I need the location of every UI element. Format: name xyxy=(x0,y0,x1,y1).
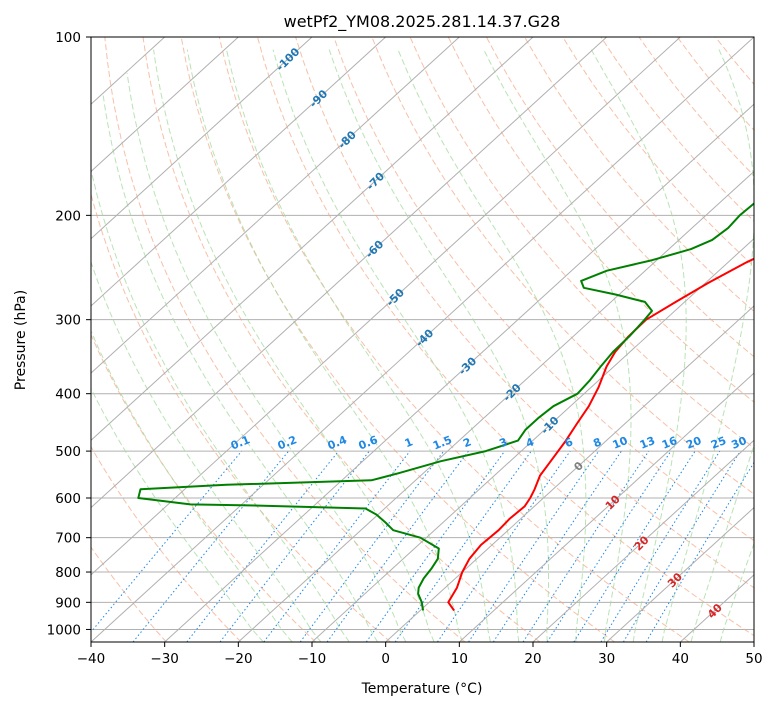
isotherm-line xyxy=(311,237,754,642)
mixing-ratio-label: 30 xyxy=(729,434,748,452)
mixing-ratio-line xyxy=(365,450,506,642)
isotherm-line xyxy=(91,37,681,576)
dry-adiabat-line xyxy=(91,192,391,642)
mixing-ratio-line xyxy=(299,450,445,642)
chart-title: wetPf2_YM08.2025.281.14.37.G28 xyxy=(284,12,561,32)
dry-adiabat-line xyxy=(485,37,754,358)
dry-adiabat-line xyxy=(218,37,690,642)
y-tick-label: 400 xyxy=(55,387,81,403)
dry-adiabat-line xyxy=(142,37,541,642)
moist-adiabat-line xyxy=(91,260,322,642)
mixing-ratio-line xyxy=(186,450,339,642)
isotherm-line xyxy=(458,372,754,642)
x-tick-label: −40 xyxy=(77,651,106,667)
mixing-ratio-label: 1 xyxy=(403,435,415,450)
dry-adiabat-line xyxy=(91,445,242,642)
mixing-ratio-label: 2 xyxy=(461,435,473,450)
moist-adiabat-line xyxy=(226,49,491,642)
plot-frame xyxy=(90,36,755,643)
dewpoint-line xyxy=(137,202,754,611)
x-tick-label: 20 xyxy=(524,651,541,667)
dry-adiabat-line xyxy=(91,546,167,642)
isotherm-line xyxy=(164,103,754,642)
y-tick-label: 100 xyxy=(55,30,81,46)
x-tick-label: 10 xyxy=(451,651,468,667)
y-tick-label: 600 xyxy=(55,491,81,507)
dry-adiabat-line xyxy=(371,37,754,495)
moist-adiabat-line xyxy=(153,49,435,642)
y-tick-label: 500 xyxy=(55,444,81,460)
moist-adiabat-line xyxy=(661,49,754,642)
isotherm-line xyxy=(91,37,754,642)
mixing-ratio-line xyxy=(546,450,672,642)
isotherm-line xyxy=(385,305,754,642)
grid-lines xyxy=(91,37,754,630)
mixing-ratio-line xyxy=(622,450,741,642)
temperature-line xyxy=(447,257,754,612)
isotherm-line xyxy=(91,37,239,173)
mixing-ratio-line xyxy=(468,450,600,642)
mixing-ratio-label: 25 xyxy=(709,434,728,452)
x-axis-label: Temperature (°C) xyxy=(361,681,483,697)
isotherm-line xyxy=(91,37,608,509)
axis-ticks: −40 −30 −20 −10 0 10 20 30 40 50 100 200 300 400 500 60… xyxy=(47,30,763,667)
mixing-ratio-line xyxy=(436,450,571,642)
moist-adiabat-line xyxy=(91,387,264,642)
moist-adiabat-line xyxy=(126,72,407,642)
mixing-ratio-label: 20 xyxy=(684,434,703,452)
mixing-ratio-label: 8 xyxy=(591,435,603,450)
isotherm-line xyxy=(91,37,313,240)
mixing-ratio-line xyxy=(492,450,622,642)
x-tick-label: −20 xyxy=(224,651,253,667)
mixing-ratio-label: 16 xyxy=(660,434,679,452)
mixing-ratio-line xyxy=(573,450,696,642)
x-tick-label: 0 xyxy=(381,651,390,667)
x-tick-label: −10 xyxy=(298,651,327,667)
isotherm-line xyxy=(606,506,754,642)
dry-adiabat-line xyxy=(257,37,754,637)
isotherm-line xyxy=(91,37,460,374)
mixing-ratio-line xyxy=(132,450,289,642)
x-tick-label: −30 xyxy=(150,651,179,667)
y-axis-label: Pressure (hPa) xyxy=(13,290,29,390)
mixing-ratio-label: 13 xyxy=(638,434,657,452)
x-tick-label: 30 xyxy=(598,651,615,667)
mixing-ratio-line xyxy=(326,450,469,642)
x-tick-label: 50 xyxy=(745,651,762,667)
moist-adiabat-line xyxy=(483,49,632,642)
mixing-ratio-line xyxy=(522,450,650,642)
y-tick-label: 700 xyxy=(55,531,81,547)
x-tick-label: 40 xyxy=(672,651,689,667)
moist-adiabat-line xyxy=(590,49,687,642)
dry-adiabat-line xyxy=(104,37,466,642)
dry-adiabat-line xyxy=(447,37,754,403)
mixing-ratio-line xyxy=(91,450,243,633)
mixing-ratio-line xyxy=(263,450,411,642)
moist-adiabat-line xyxy=(272,49,520,642)
isotherm-line xyxy=(91,37,387,307)
dry-adiabat-line xyxy=(409,37,754,449)
mixing-ratio-label: 10 xyxy=(611,434,630,452)
isotherm-line xyxy=(237,170,754,642)
y-tick-label: 200 xyxy=(55,208,81,224)
moist-adiabat-line xyxy=(690,443,754,642)
isotherm-line xyxy=(91,37,534,442)
y-tick-label: 1000 xyxy=(47,622,81,638)
y-tick-label: 900 xyxy=(55,595,81,611)
y-tick-label: 300 xyxy=(55,313,81,329)
y-tick-label: 800 xyxy=(55,565,81,581)
skewed-isotherms xyxy=(91,37,754,642)
isotherm-line xyxy=(532,439,754,642)
mixing-ratio-label: 3 xyxy=(497,435,509,450)
moist-adiabat-line xyxy=(397,49,587,642)
sounding-profiles xyxy=(137,202,754,612)
